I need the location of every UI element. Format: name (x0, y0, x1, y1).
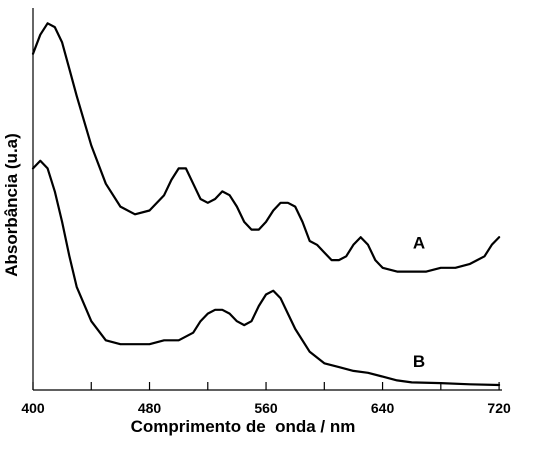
series-label-a: A (413, 234, 425, 253)
series-group (31, 22, 501, 387)
x-tick-labels: 400 480 560 640 720 (21, 400, 511, 416)
x-axis-title: Comprimento de onda / nm (131, 417, 356, 436)
x-tick-label: 560 (254, 400, 278, 416)
series-line-b (31, 159, 501, 387)
x-ticks (32, 382, 500, 390)
series-label-b: B (413, 352, 425, 371)
x-tick-label: 480 (138, 400, 162, 416)
x-tick-label: 400 (21, 400, 45, 416)
series-labels: AB (413, 234, 425, 371)
y-axis-title: Absorbância (u.a) (2, 133, 21, 277)
x-tick-label: 720 (487, 400, 511, 416)
x-tick-label: 640 (371, 400, 395, 416)
axes (32, 8, 502, 391)
series-line-a (31, 22, 501, 273)
